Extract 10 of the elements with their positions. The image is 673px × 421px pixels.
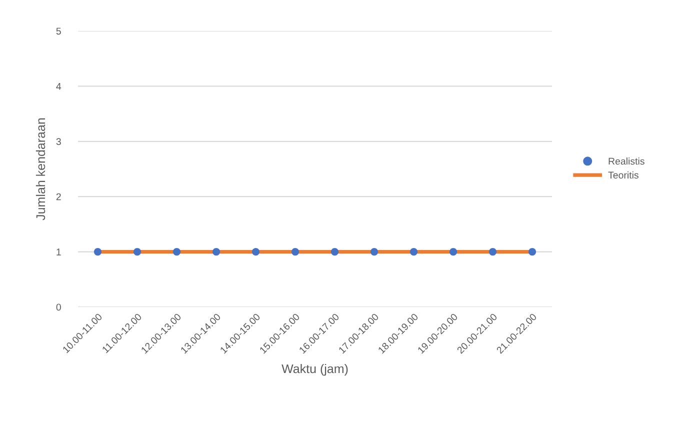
legend-label: Realistis <box>608 158 644 165</box>
legend-label: Teoritis <box>608 171 638 179</box>
x-axis-title: Waktu (jam) <box>282 364 348 376</box>
y-tick-label: 4 <box>56 83 62 90</box>
y-tick-label: 0 <box>56 304 61 311</box>
y-tick-label: 5 <box>56 28 61 35</box>
y-tick-label: 2 <box>56 193 61 200</box>
y-tick-label: 1 <box>56 248 61 256</box>
y-axis-title: Jumlah kendaraan <box>36 118 46 220</box>
y-tick-label: 3 <box>56 138 61 146</box>
